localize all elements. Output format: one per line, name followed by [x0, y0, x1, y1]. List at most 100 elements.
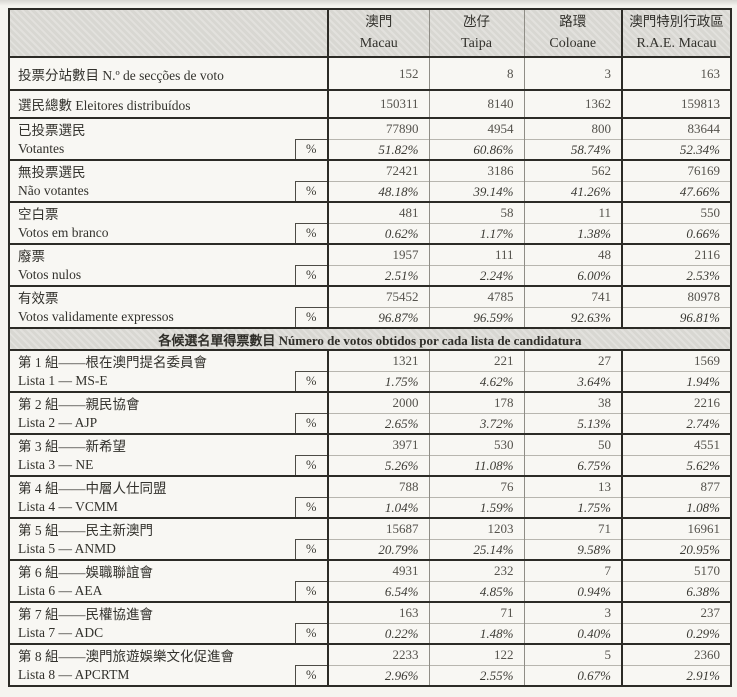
percent-cell: 41.26%	[523, 181, 622, 202]
row-label-zh: 第 2 組——親民協會	[9, 391, 328, 414]
row-label-zh: 廢票	[9, 243, 328, 266]
count-cell: 15687	[327, 517, 429, 540]
percent-cell: 2.24%	[428, 265, 524, 286]
count-cell: 50	[523, 433, 622, 456]
table-row: 第 7 組——民權協進會 163 71 3 237	[9, 601, 731, 624]
percent-cell: 0.66%	[621, 223, 731, 244]
count-cell: 1321	[327, 349, 429, 372]
header-latin-label: Macau	[359, 35, 398, 51]
count-cell: 77890	[327, 117, 429, 140]
row-label-zh: 有效票	[9, 285, 328, 308]
count-cell: 7	[523, 559, 622, 582]
count-cell: 481	[327, 201, 429, 224]
percent-cell: 1.38%	[523, 223, 622, 244]
table-row: 第 1 組——根在澳門提名委員會 1321 221 27 1569	[9, 349, 731, 372]
count-cell: 530	[428, 433, 524, 456]
header-corner-cell	[9, 9, 328, 58]
header-cell-col-0: 澳門 Macau	[327, 9, 429, 58]
percent-cell: 2.91%	[621, 665, 731, 686]
percent-cell: 1.94%	[621, 371, 731, 392]
table-row: Lista 7 — ADC% 0.22% 1.48% 0.40% 0.29%	[9, 623, 731, 645]
count-cell: 4931	[327, 559, 429, 582]
count-cell: 2216	[621, 391, 731, 414]
table-row: 廢票 1957 111 48 2116	[9, 243, 731, 266]
percent-symbol-box: %	[294, 497, 329, 519]
table-row: 第 4 組——中層人仕同盟 788 76 13 877	[9, 475, 731, 498]
percent-cell: 5.26%	[327, 455, 429, 476]
header-latin-label: Taipa	[461, 35, 492, 51]
percent-symbol-box: %	[294, 139, 329, 161]
table-header: 澳門 Macau 氹仔 Taipa 路環 Coloane 澳門特別行政區 R.A.E. Mac…	[9, 9, 731, 58]
count-cell: 13	[523, 475, 622, 498]
percent-symbol-box: %	[294, 371, 329, 393]
count-cell: 72421	[327, 159, 429, 182]
count-cell: 80978	[621, 285, 731, 308]
percent-symbol-box: %	[294, 581, 329, 603]
row-label-latin: Lista 5 — ANMD	[18, 541, 116, 557]
count-cell: 58	[428, 201, 524, 224]
table-row: Lista 6 — AEA% 6.54% 4.85% 0.94% 6.38%	[9, 581, 731, 603]
count-cell: 122	[428, 643, 524, 666]
percent-cell: 6.54%	[327, 581, 429, 602]
row-label: 選民總數 Eleitores distribuídos	[9, 89, 328, 118]
percent-cell: 1.75%	[523, 497, 622, 518]
table-row: Votos nulos% 2.51% 2.24% 6.00% 2.53%	[9, 265, 731, 287]
percent-symbol-box: %	[294, 181, 329, 203]
percent-cell: 2.55%	[428, 665, 524, 686]
header-zh-label: 澳門	[365, 13, 393, 29]
table-row: 投票分站數目 N.º de secções de voto 152 8 3 163	[9, 56, 731, 90]
row-label-zh: 無投票選民	[9, 159, 328, 182]
count-cell: 550	[621, 201, 731, 224]
percent-symbol-box: %	[294, 413, 329, 435]
percent-cell: 1.08%	[621, 497, 731, 518]
table-row: 第 8 組——澳門旅遊娛樂文化促進會 2233 122 5 2360	[9, 643, 731, 666]
count-cell: 3	[523, 56, 622, 90]
count-cell: 1203	[428, 517, 524, 540]
percent-cell: 1.75%	[327, 371, 429, 392]
table-row: 選民總數 Eleitores distribuídos 150311 8140 136…	[9, 89, 731, 118]
percent-cell: 6.00%	[523, 265, 622, 286]
count-cell: 111	[428, 243, 524, 266]
count-cell: 159813	[621, 89, 731, 118]
count-cell: 5	[523, 643, 622, 666]
count-cell: 76	[428, 475, 524, 498]
table-row: 第 2 組——親民協會 2000 178 38 2216	[9, 391, 731, 414]
row-label-zh: 第 8 組——澳門旅遊娛樂文化促進會	[9, 643, 328, 666]
count-cell: 75452	[327, 285, 429, 308]
percent-cell: 20.79%	[327, 539, 429, 560]
percent-symbol-box: %	[294, 455, 329, 477]
percent-cell: 92.63%	[523, 307, 622, 328]
table-row: Lista 5 — ANMD% 20.79% 25.14% 9.58% 20.95%	[9, 539, 731, 561]
percent-cell: 9.58%	[523, 539, 622, 560]
percent-symbol-box: %	[294, 307, 329, 329]
header-latin-label: Coloane	[549, 35, 597, 51]
header-zh-label: 路環	[559, 13, 587, 29]
count-cell: 48	[523, 243, 622, 266]
count-cell: 71	[428, 601, 524, 624]
header-zh-label: 澳門特別行政區	[629, 13, 724, 29]
header-latin-label: R.A.E. Macau	[636, 35, 717, 51]
count-cell: 5170	[621, 559, 731, 582]
percent-cell: 1.04%	[327, 497, 429, 518]
count-cell: 8	[428, 56, 524, 90]
percent-cell: 2.53%	[621, 265, 731, 286]
count-cell: 1362	[523, 89, 622, 118]
header-row: 澳門 Macau 氹仔 Taipa 路環 Coloane 澳門特別行政區 R.A.E. Mac…	[9, 9, 731, 58]
header-cell-col-1: 氹仔 Taipa	[428, 9, 524, 58]
table-row: 第 6 組——娛職聯誼會 4931 232 7 5170	[9, 559, 731, 582]
count-cell: 877	[621, 475, 731, 498]
row-label-latin: Votos nulos	[18, 267, 82, 283]
count-cell: 741	[523, 285, 622, 308]
header-cell-col-3: 澳門特別行政區 R.A.E. Macau	[621, 9, 731, 58]
percent-cell: 52.34%	[621, 139, 731, 160]
row-label-latin: Votos em branco	[18, 225, 109, 241]
count-cell: 2116	[621, 243, 731, 266]
percent-cell: 4.85%	[428, 581, 524, 602]
percent-cell: 20.95%	[621, 539, 731, 560]
percent-cell: 1.59%	[428, 497, 524, 518]
row-label-latin: Votos validamente expressos	[18, 309, 174, 325]
percent-cell: 3.72%	[428, 413, 524, 434]
count-cell: 4551	[621, 433, 731, 456]
count-cell: 2360	[621, 643, 731, 666]
section-header: 各候選名單得票數目 Número de votos obtidos por ca…	[9, 327, 731, 350]
